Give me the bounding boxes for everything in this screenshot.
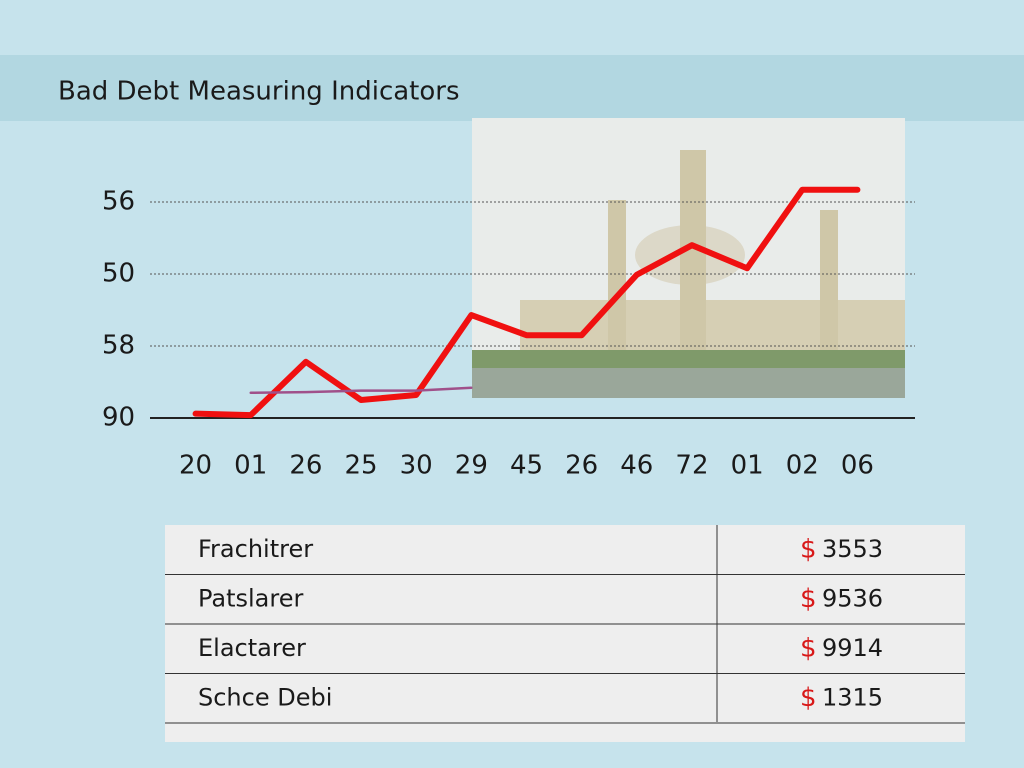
x-tick-label: 26: [289, 451, 322, 481]
row-value: 9536: [822, 584, 883, 612]
row-value: 9914: [822, 634, 883, 662]
x-tick-label: 06: [841, 451, 874, 481]
y-tick-label: 56: [102, 187, 135, 217]
row-currency: $: [800, 584, 817, 614]
row-label: Frachitrer: [198, 535, 313, 563]
y-tick-label: 58: [102, 331, 135, 361]
chart-title: Bad Debt Measuring Indicators: [58, 77, 460, 107]
series-line: [192, 186, 861, 419]
row-value: 3553: [822, 535, 883, 563]
row-label: Patslarer: [198, 584, 303, 612]
table-bg: [165, 525, 965, 742]
x-tick-label: 01: [731, 451, 764, 481]
x-tick-label: 02: [786, 451, 819, 481]
row-currency: $: [800, 683, 817, 713]
photo: [472, 118, 905, 398]
row-value: 1315: [822, 683, 883, 711]
x-tick-label: 26: [565, 451, 598, 481]
x-tick-label: 46: [620, 451, 653, 481]
x-tick-label: 72: [675, 451, 708, 481]
series-line: [249, 386, 473, 395]
title-band: [0, 55, 1024, 121]
x-tick-label: 29: [455, 451, 488, 481]
row-currency: $: [800, 633, 817, 663]
x-tick-label: 20: [179, 451, 212, 481]
y-tick-label: 90: [102, 403, 135, 433]
x-tick-label: 01: [234, 451, 267, 481]
row-label: Schce Debi: [198, 683, 332, 711]
x-tick-label: 30: [400, 451, 433, 481]
x-tick-label: 45: [510, 451, 543, 481]
row-currency: $: [800, 534, 817, 564]
row-label: Elactarer: [198, 634, 306, 662]
x-tick-label: 25: [344, 451, 377, 481]
y-tick-label: 50: [102, 259, 135, 289]
